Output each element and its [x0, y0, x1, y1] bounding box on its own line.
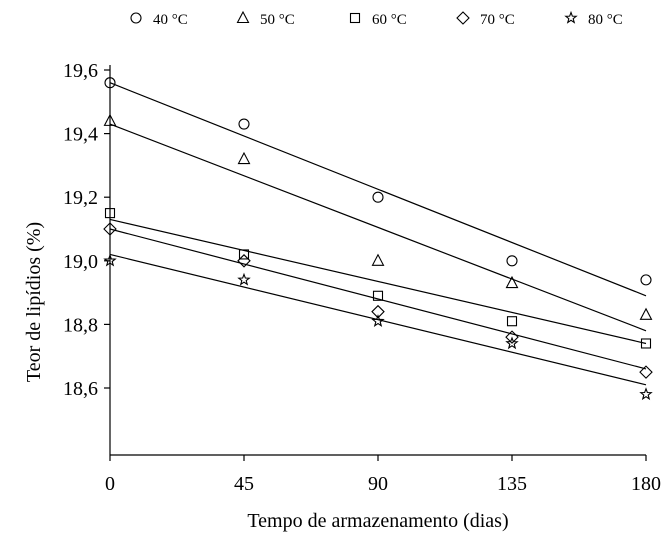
data-markers	[103, 77, 653, 401]
fit-line-40c	[109, 82, 647, 297]
x-axis-title: Tempo de armazenamento (dias)	[247, 510, 508, 532]
data-point-60c	[640, 338, 652, 349]
data-point-80c	[237, 272, 251, 286]
data-point-70c	[505, 330, 519, 344]
axes	[109, 65, 646, 456]
data-point-40c	[104, 77, 116, 89]
data-point-60c	[372, 290, 384, 301]
legend: 40 °C 50 °C 60 °C 70 °C 80 °C	[130, 10, 623, 28]
fit-line-80c	[109, 253, 647, 386]
data-point-70c	[103, 222, 117, 236]
data-point-70c	[237, 254, 251, 268]
legend-label-50c: 50 °C	[260, 12, 295, 28]
x-ticks: 0 45 90 135 180	[105, 455, 661, 495]
fit-line-50c	[109, 123, 647, 332]
data-point-40c	[372, 191, 384, 203]
fit-lines	[109, 82, 647, 386]
legend-label-60c: 60 °C	[372, 12, 407, 28]
data-point-70c	[371, 304, 385, 319]
data-point-50c	[371, 253, 385, 266]
data-point-50c	[237, 151, 251, 165]
y-tick-label: 18,8	[63, 314, 98, 336]
data-point-50c	[639, 307, 653, 320]
legend-marker-70c	[456, 11, 470, 25]
x-tick-label: 45	[234, 473, 254, 495]
legend-marker-50c	[236, 10, 250, 24]
legend-label-80c: 80 °C	[588, 12, 623, 28]
fit-line-70c	[109, 228, 647, 370]
legend-marker-60c	[349, 12, 361, 24]
y-tick-label: 19,2	[63, 187, 98, 209]
y-ticks: 18,6 18,8 19,0 19,2 19,4 19,6	[63, 60, 110, 400]
legend-marker-40c	[130, 12, 142, 24]
data-point-80c	[639, 387, 653, 401]
y-tick-label: 19,0	[63, 251, 98, 273]
legend-label-70c: 70 °C	[480, 12, 515, 28]
data-point-60c	[238, 249, 250, 260]
data-point-70c	[639, 365, 653, 379]
legend-marker-80c	[564, 10, 578, 24]
data-point-40c	[506, 255, 518, 267]
x-tick-label: 0	[105, 473, 115, 495]
x-tick-label: 180	[631, 473, 661, 495]
data-point-50c	[103, 113, 117, 126]
y-axis-title: Teor de lipídios (%)	[23, 222, 45, 382]
data-point-50c	[505, 275, 519, 289]
x-tick-label: 90	[368, 473, 388, 495]
data-point-40c	[238, 118, 250, 130]
data-point-80c	[103, 253, 117, 267]
fit-line-60c	[109, 218, 647, 345]
y-tick-label: 19,4	[63, 124, 98, 146]
legend-label-40c: 40 °C	[153, 12, 188, 28]
y-tick-label: 18,6	[63, 378, 98, 400]
x-tick-label: 135	[497, 473, 527, 495]
data-point-40c	[640, 274, 652, 286]
data-point-80c	[505, 336, 519, 350]
y-tick-label: 19,6	[63, 60, 98, 82]
data-point-60c	[506, 316, 518, 327]
data-point-80c	[371, 314, 385, 327]
data-point-60c	[104, 208, 116, 219]
